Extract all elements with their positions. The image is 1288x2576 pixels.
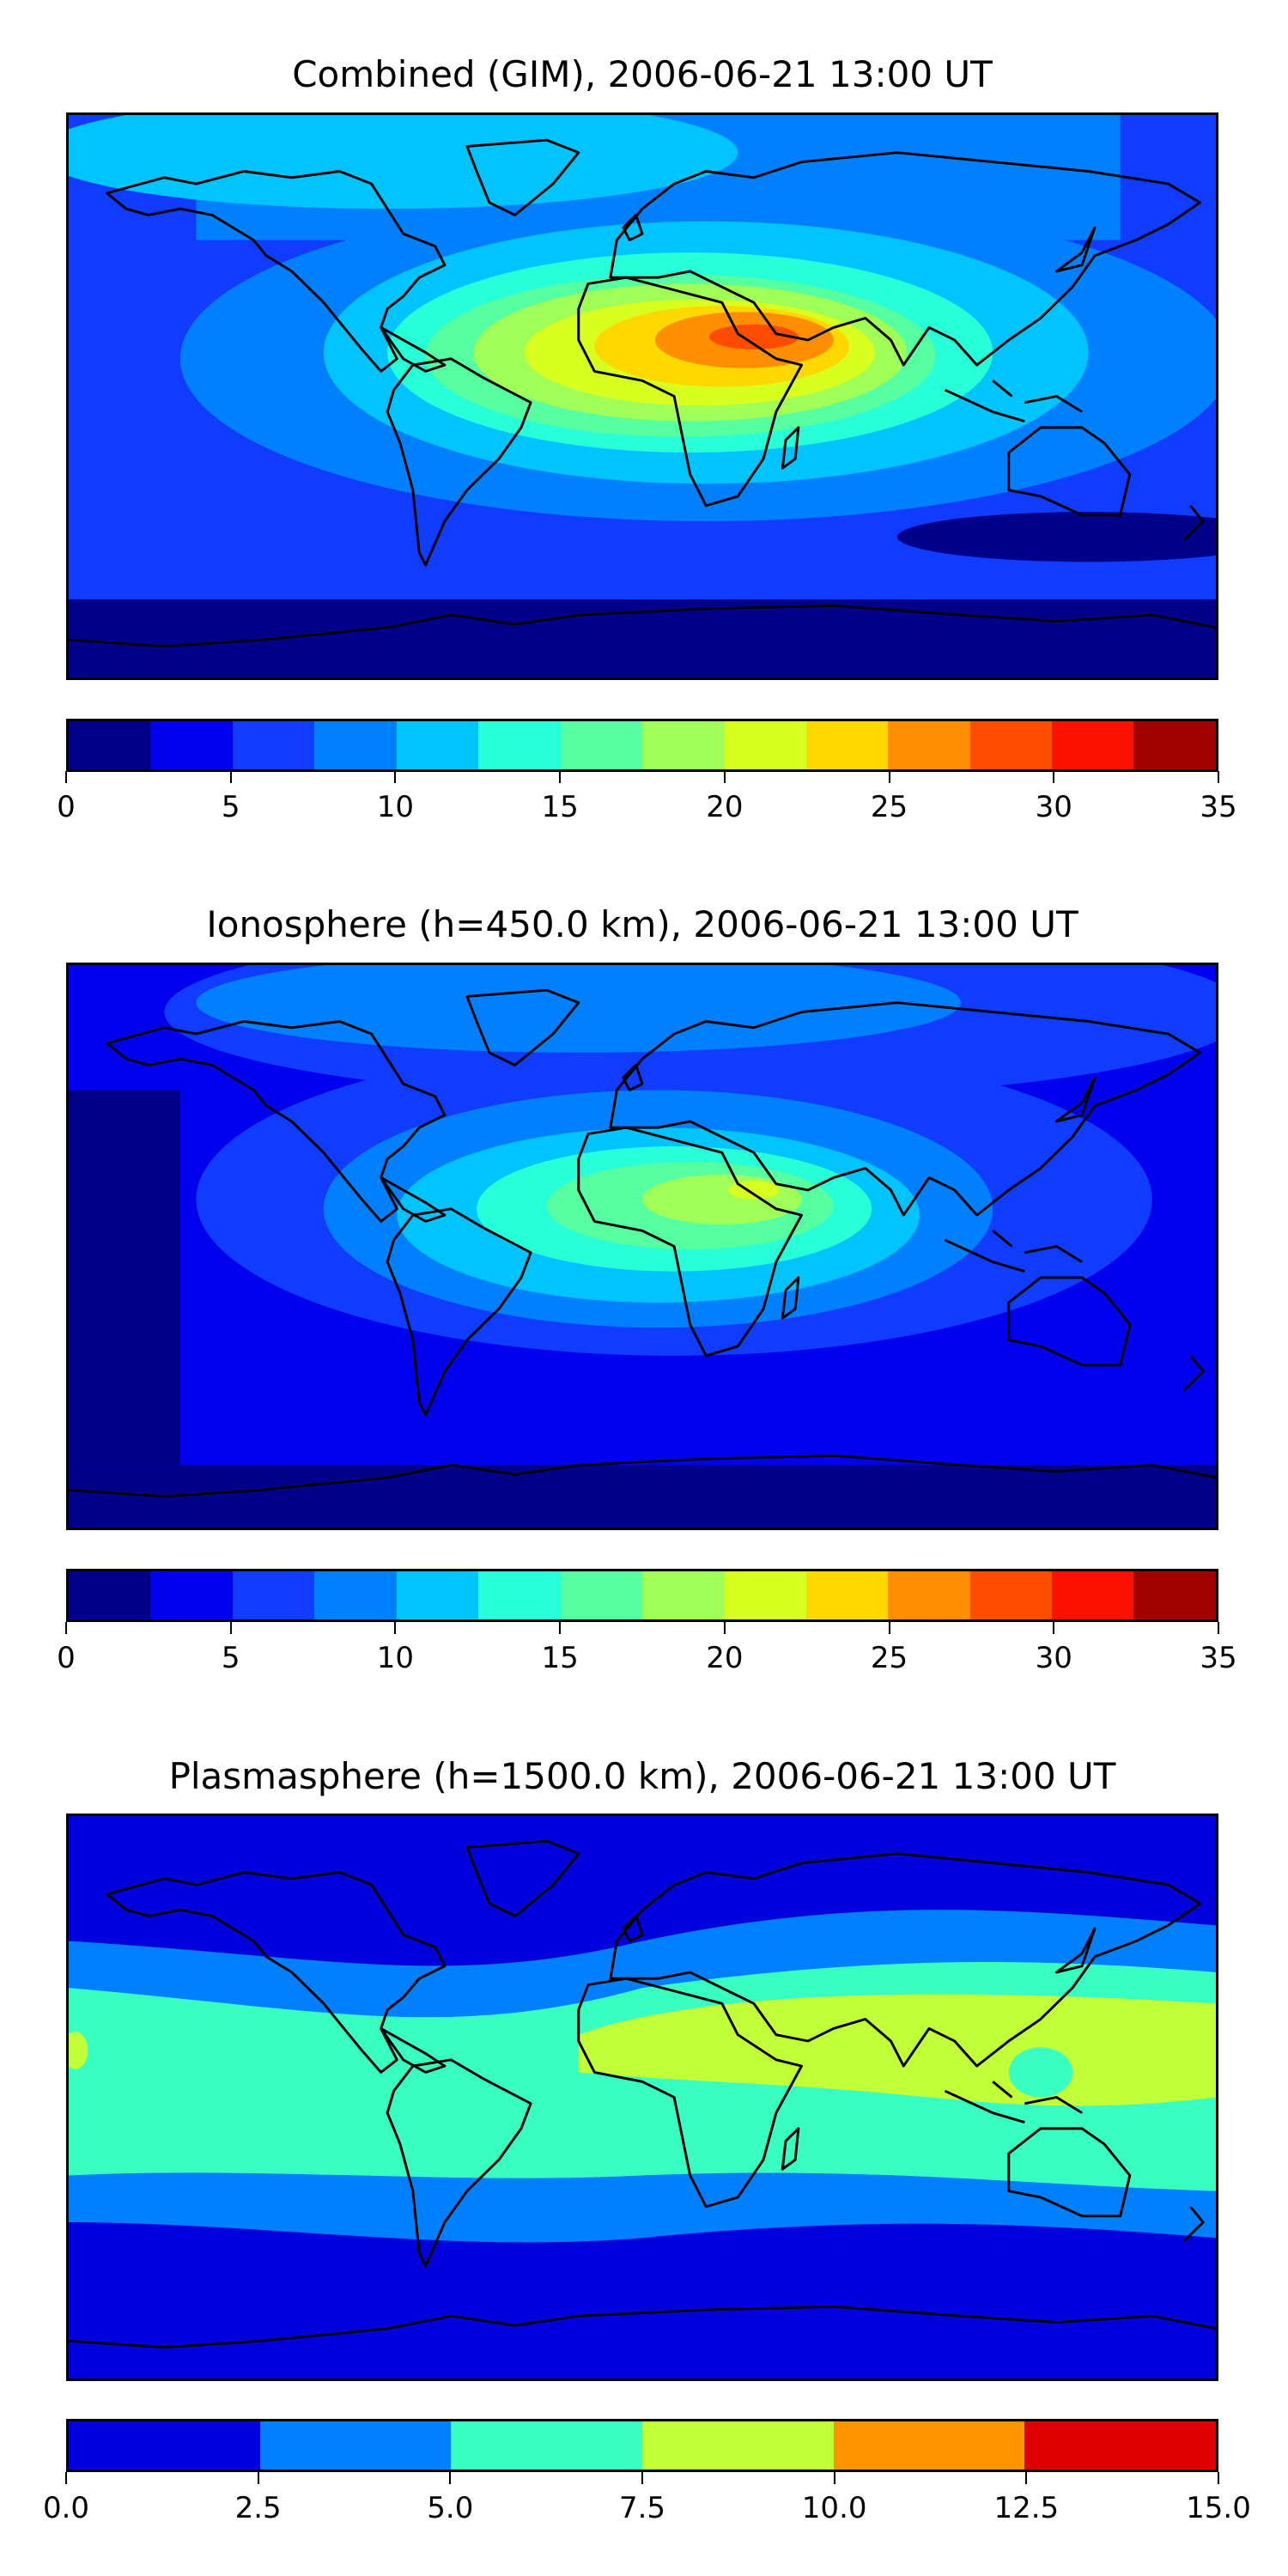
colorbar-tick-label: 2.5 xyxy=(234,2491,282,2525)
colorbar-tick-label: 12.5 xyxy=(993,2491,1060,2525)
colorbar-tick xyxy=(1218,1622,1219,1634)
colorbar-segment xyxy=(69,721,151,769)
colorbar-segment xyxy=(69,1571,151,1619)
ionosphere-tec-map xyxy=(66,963,1218,1530)
colorbar-2 xyxy=(66,1569,1218,1622)
colorbar-tick-label: 20 xyxy=(706,1641,744,1675)
colorbar-segment xyxy=(1052,721,1134,769)
colorbar-tick xyxy=(1218,771,1219,783)
colorbar-tick-label: 25 xyxy=(870,790,908,824)
contour-level-27.5 xyxy=(708,324,799,349)
colorbar-segment xyxy=(1133,1571,1216,1619)
colorbar-segment xyxy=(833,2421,1025,2470)
colorbar-segment xyxy=(451,2421,643,2470)
colorbar-tick xyxy=(559,1622,562,1634)
colorbar-tick-label: 10 xyxy=(376,1641,415,1675)
colorbar-tick-label: 5.0 xyxy=(427,2491,474,2525)
colorbar-tick-label: 30 xyxy=(1035,1641,1072,1675)
colorbar-segment xyxy=(314,1571,397,1619)
colorbar-tick xyxy=(229,771,232,783)
colorbar-segment xyxy=(724,1571,806,1619)
colorbar-tick-label: 5 xyxy=(221,1641,240,1675)
colorbar-tick xyxy=(641,2472,643,2484)
colorbar-tick xyxy=(229,1622,232,1634)
colorbar-segment xyxy=(560,1571,642,1619)
colorbar-tick xyxy=(65,1622,67,1634)
combined-tec-map xyxy=(66,112,1218,680)
colorbar-segment xyxy=(396,1571,479,1619)
colorbar-segment xyxy=(805,721,889,769)
colorbar-segment xyxy=(396,721,479,769)
colorbar-tick xyxy=(394,771,397,783)
colorbar-tick xyxy=(449,2472,452,2484)
colorbar-3-ticks: 0.0 2.5 5.0 7.5 10.0 12.5 15.0 xyxy=(43,2472,1251,2525)
colorbar-tick-label: 15.0 xyxy=(1186,2491,1251,2525)
contour-level-0 xyxy=(896,512,1216,562)
colorbar-tick xyxy=(888,1622,890,1634)
colorbar-3 xyxy=(66,2419,1218,2472)
contour-level-10 xyxy=(69,115,738,210)
colorbar-segment xyxy=(969,721,1053,769)
colorbar-segment xyxy=(232,721,315,769)
colorbar-segment xyxy=(478,721,561,769)
colorbar-segment xyxy=(259,2421,452,2470)
colorbar-segment xyxy=(478,1571,561,1619)
panel-1-title: Combined (GIM), 2006-06-21 13:00 UT xyxy=(292,53,993,95)
colorbar-tick xyxy=(65,771,67,783)
panel-2-title: Ionosphere (h=450.0 km), 2006-06-21 13:0… xyxy=(206,903,1078,945)
colorbar-segment xyxy=(642,2421,834,2470)
colorbar-tick xyxy=(559,771,562,783)
colorbar-tick-label: 15 xyxy=(541,1641,579,1675)
colorbar-tick xyxy=(1053,771,1055,783)
colorbar-segment xyxy=(888,1571,970,1619)
colorbar-segment xyxy=(560,721,642,769)
colorbar-tick-label: 25 xyxy=(870,1641,908,1675)
colorbar-2-ticks: 0 5 10 15 20 25 30 35 xyxy=(57,1622,1237,1675)
colorbar-segment xyxy=(641,721,725,769)
colorbar-1-ticks: 0 5 10 15 20 25 30 35 xyxy=(57,771,1237,824)
colorbar-tick xyxy=(1025,2472,1028,2484)
colorbar-tick xyxy=(723,771,726,783)
colorbar-segment xyxy=(1052,1571,1134,1619)
colorbar-tick xyxy=(65,2472,67,2484)
colorbar-tick-label: 10 xyxy=(376,790,415,824)
colorbar-tick-label: 0.0 xyxy=(42,2491,90,2525)
colorbar-segment xyxy=(1133,721,1216,769)
colorbar-segment xyxy=(150,721,233,769)
colorbar-tick-label: 35 xyxy=(1200,790,1237,824)
colorbar-tick xyxy=(723,1622,726,1634)
colorbar-tick xyxy=(833,2472,835,2484)
plasmasphere-tec-map xyxy=(66,1814,1218,2381)
colorbar-1 xyxy=(66,719,1218,772)
colorbar-tick xyxy=(1053,1622,1055,1634)
colorbar-tick xyxy=(888,771,890,783)
colorbar-segment xyxy=(641,1571,725,1619)
colorbar-tick-label: 30 xyxy=(1035,790,1072,824)
colorbar-tick-label: 0 xyxy=(57,1641,76,1675)
colorbar-segment xyxy=(150,1571,233,1619)
colorbar-segment xyxy=(232,1571,315,1619)
colorbar-segment xyxy=(724,721,806,769)
colorbar-tick-label: 0 xyxy=(57,790,76,824)
colorbar-segment xyxy=(314,721,397,769)
panel-3-title: Plasmasphere (h=1500.0 km), 2006-06-21 1… xyxy=(168,1755,1116,1797)
colorbar-tick-label: 7.5 xyxy=(618,2491,666,2525)
colorbar-segment xyxy=(69,2421,260,2470)
colorbar-segment xyxy=(1024,2421,1217,2470)
colorbar-segment xyxy=(969,1571,1053,1619)
colorbar-tick-label: 10.0 xyxy=(801,2491,867,2525)
colorbar-tick xyxy=(394,1622,397,1634)
colorbar-tick-label: 20 xyxy=(706,790,744,824)
colorbar-tick-label: 15 xyxy=(541,790,579,824)
colorbar-tick-label: 35 xyxy=(1200,1641,1237,1675)
colorbar-tick xyxy=(1218,2472,1219,2484)
colorbar-tick xyxy=(257,2472,259,2484)
colorbar-tick-label: 5 xyxy=(221,790,240,824)
colorbar-segment xyxy=(888,721,970,769)
colorbar-segment xyxy=(805,1571,889,1619)
